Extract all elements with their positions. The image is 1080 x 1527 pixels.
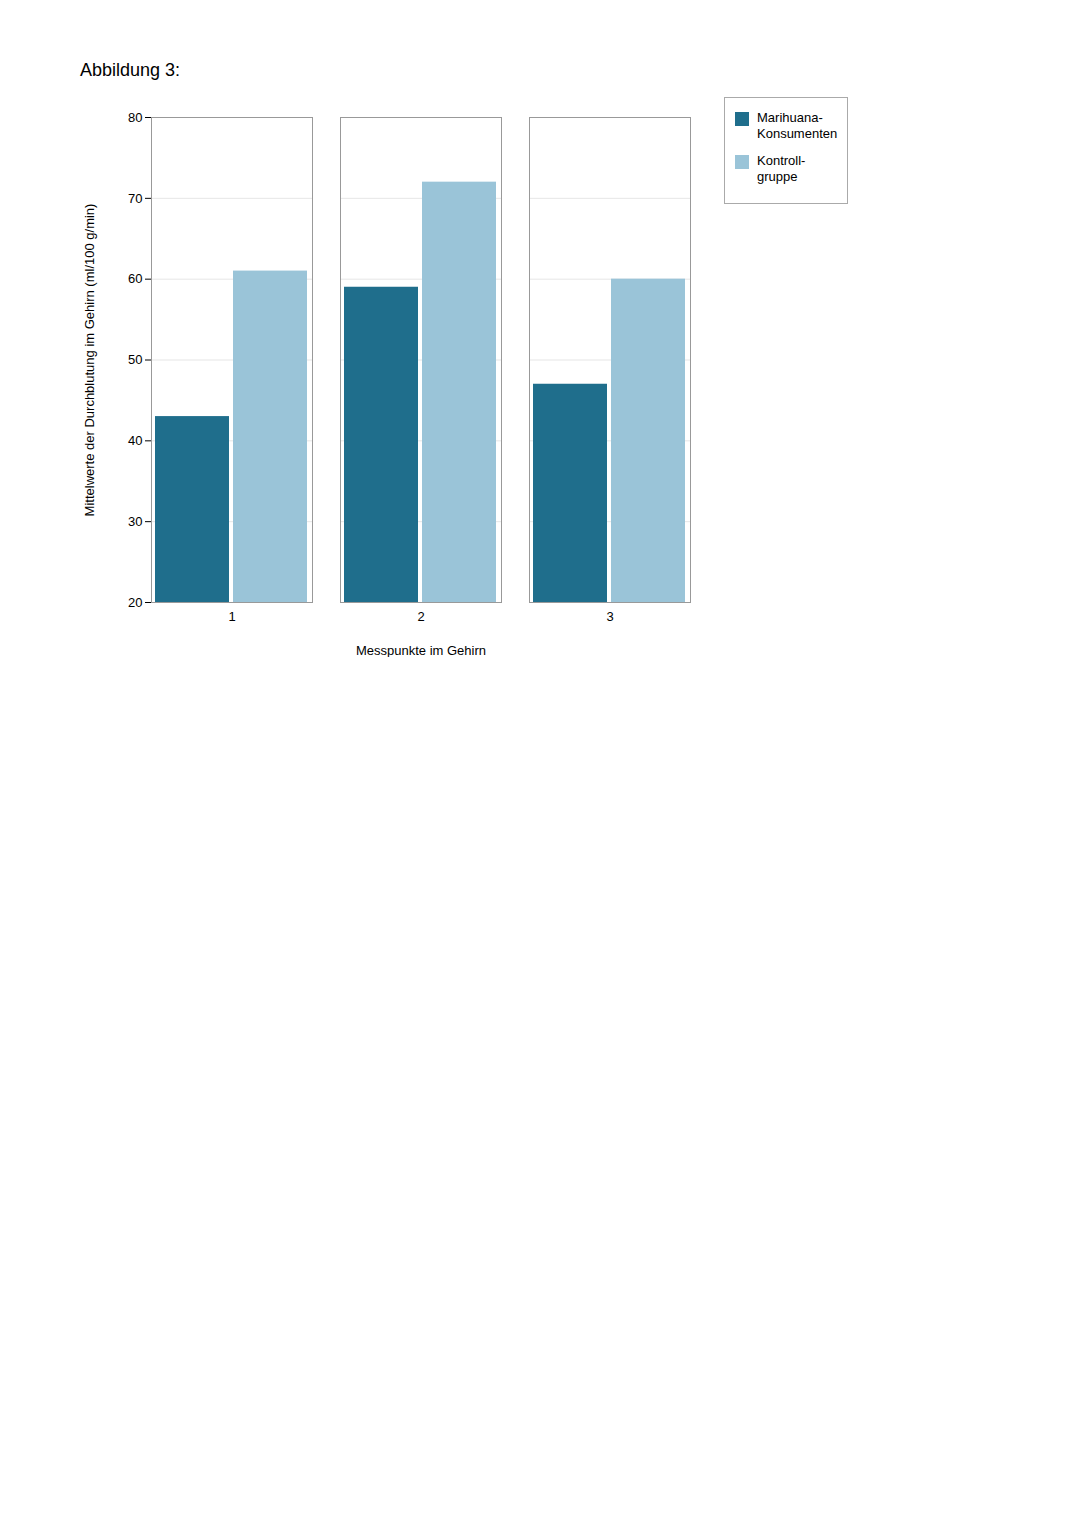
svg-text:Mittelwerte der Durchblutung i: Mittelwerte der Durchblutung im Gehirn (… [82, 204, 97, 517]
svg-text:40: 40 [128, 433, 142, 448]
svg-text:1: 1 [228, 609, 235, 624]
svg-text:3: 3 [606, 609, 613, 624]
svg-text:Messpunkte im Gehirn: Messpunkte im Gehirn [356, 643, 486, 658]
svg-text:80: 80 [128, 110, 142, 125]
svg-text:70: 70 [128, 190, 142, 205]
html-text:Kontroll- gruppe: Kontroll- gruppe [757, 152, 806, 184]
html-text:Marihuana- Konsumenten: Marihuana- Konsumenten [757, 110, 838, 142]
svg-text:20: 20 [128, 595, 142, 610]
svg-text:50: 50 [128, 352, 142, 367]
svg-text:30: 30 [128, 514, 142, 529]
svg-text:2: 2 [417, 609, 424, 624]
html-text:Abbildung 3:: Abbildung 3: [80, 60, 181, 80]
svg-text:60: 60 [128, 271, 142, 286]
